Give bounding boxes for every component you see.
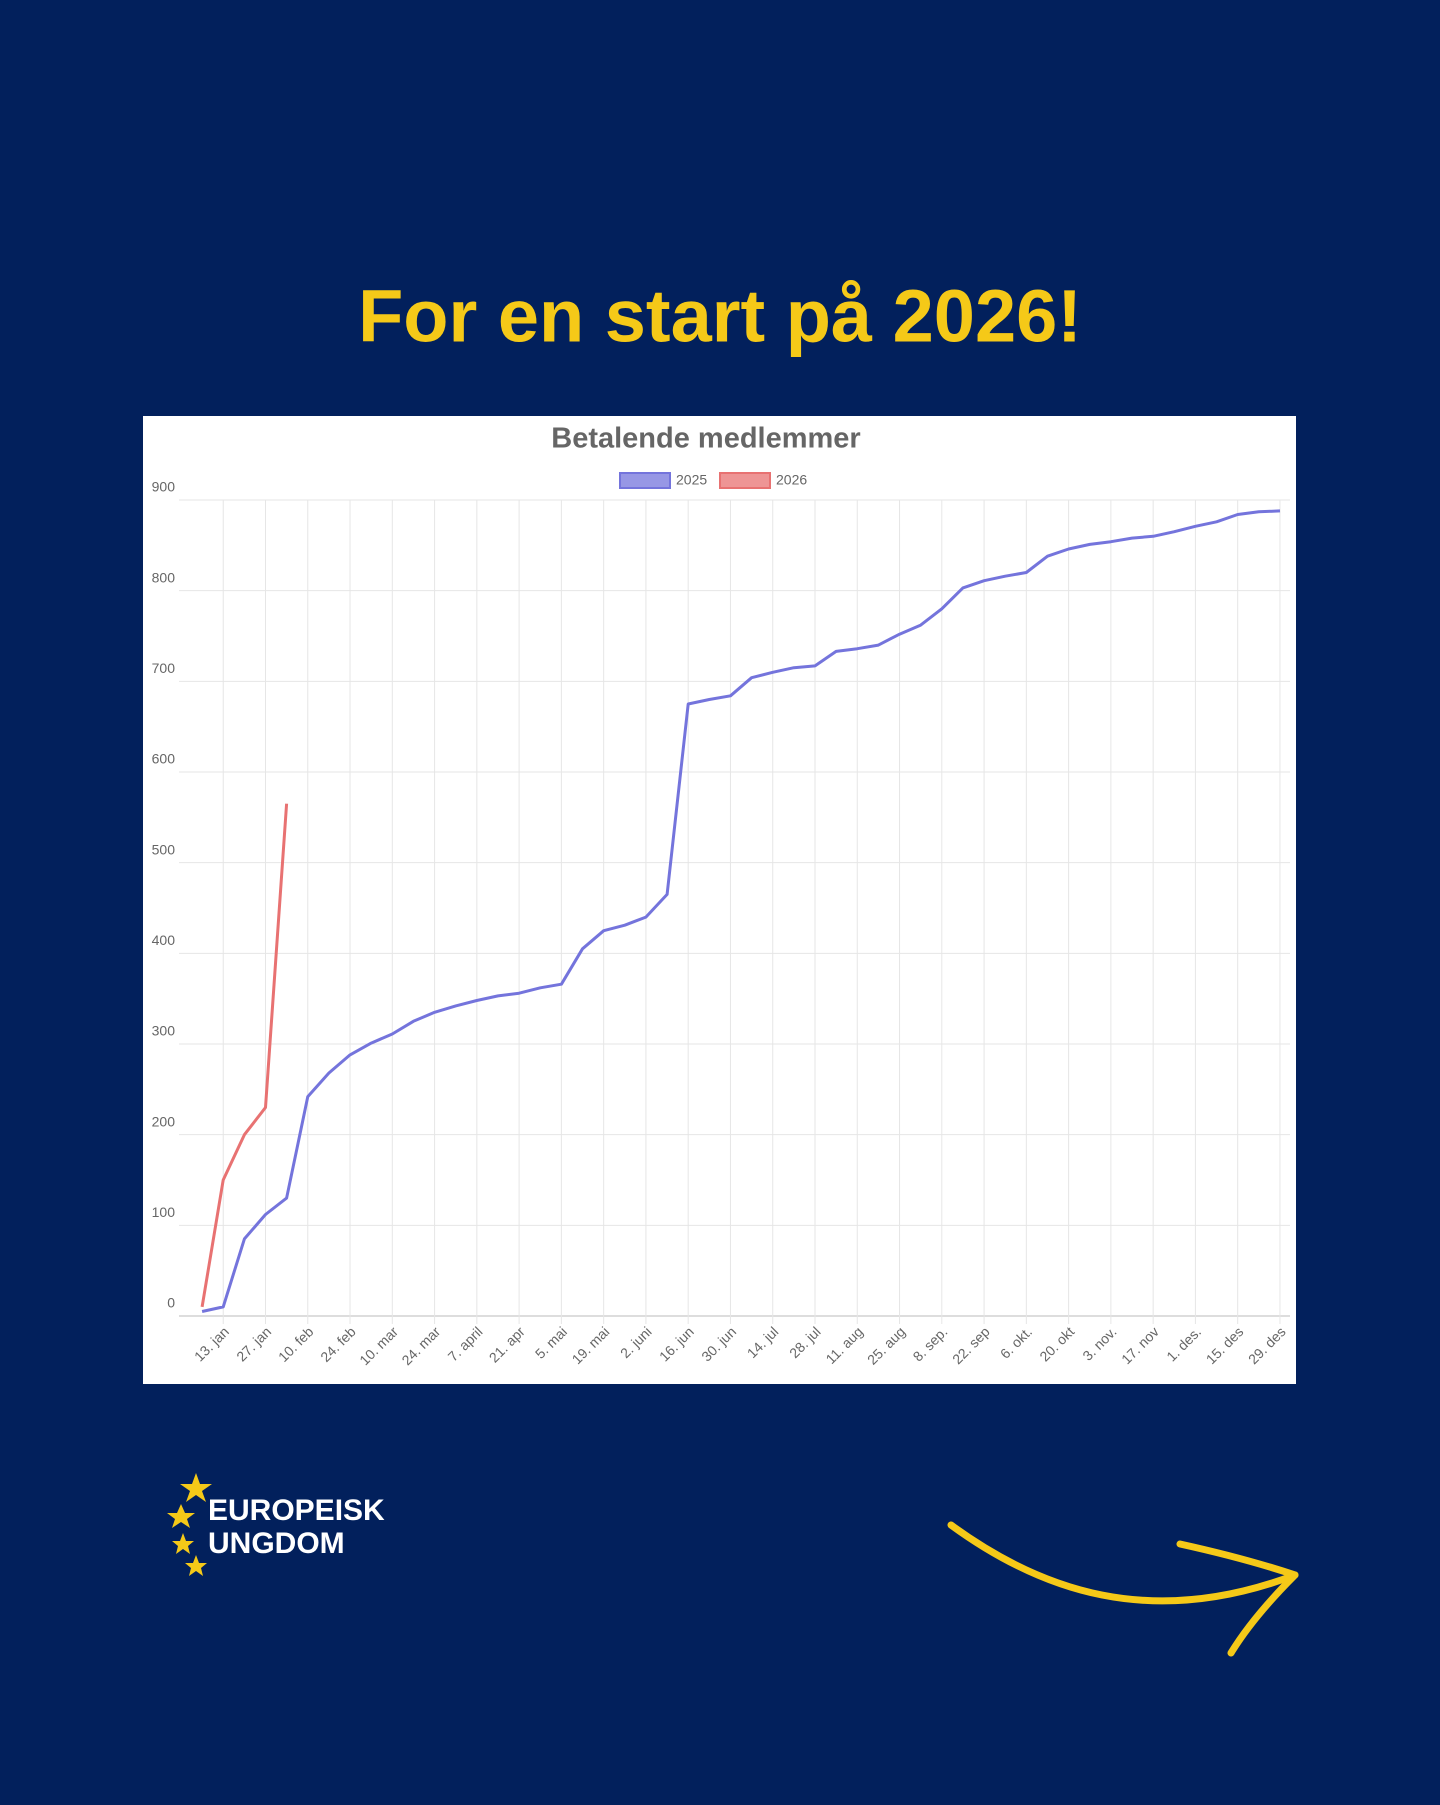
y-tick-label: 300 <box>152 1023 176 1039</box>
y-tick-label: 100 <box>152 1204 176 1220</box>
logo-text: EUROPEISK <box>208 1494 385 1527</box>
legend-swatch <box>619 472 671 489</box>
next-arrow <box>947 1521 1299 1657</box>
y-tick-label: 900 <box>152 479 176 495</box>
arrow-shaft <box>947 1521 1299 1605</box>
legend-swatch <box>719 472 771 489</box>
series-line <box>201 509 1281 1313</box>
y-tick-label: 200 <box>152 1113 176 1129</box>
logo-star <box>172 1533 194 1554</box>
headline: For en start på 2026! <box>358 275 1082 358</box>
logo-text: UNGDOM <box>208 1527 345 1560</box>
y-tick-label: 700 <box>152 660 176 676</box>
legend-label: 2025 <box>676 472 707 488</box>
legend-label: 2026 <box>776 472 807 488</box>
y-tick-label: 400 <box>152 932 176 948</box>
logo-star <box>180 1473 212 1502</box>
logo-star <box>167 1504 195 1528</box>
logo-star <box>185 1555 207 1576</box>
y-tick-label: 0 <box>167 1295 175 1311</box>
chart-title: Betalende medlemmer <box>551 423 860 455</box>
series-line <box>200 803 289 1308</box>
arrow-head <box>1176 1540 1299 1657</box>
y-tick-label: 500 <box>152 841 176 857</box>
chart-panel <box>143 416 1296 1384</box>
logo: EUROPEISK UNGDOM <box>167 1473 385 1576</box>
y-tick-label: 600 <box>152 751 176 767</box>
y-tick-label: 800 <box>152 569 176 585</box>
